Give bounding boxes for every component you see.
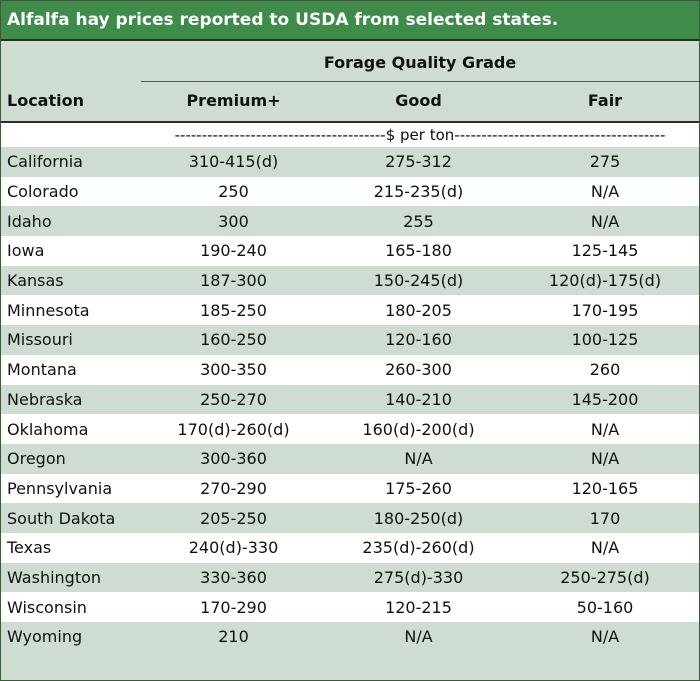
cell-good: 275-312 <box>385 152 452 172</box>
table-row: California 310-415(d) 275-312 275 <box>1 147 699 177</box>
table-row: Washington 330-360 275(d)-330 250-275(d) <box>1 562 699 593</box>
table-row: Colorado 250 215-235(d) N/A <box>1 176 699 207</box>
cell-fair: N/A <box>590 538 620 558</box>
table-row: Iowa 190-240 165-180 125-145 <box>1 236 699 266</box>
cell-location: Oregon <box>7 449 66 469</box>
cell-premium: 187-300 <box>200 271 267 291</box>
group-divider <box>141 81 699 82</box>
cell-location: South Dakota <box>7 508 116 528</box>
table-row: Idaho 300 255 N/A <box>1 206 699 237</box>
cell-location: Texas <box>7 538 52 558</box>
cell-premium: 205-250 <box>200 508 267 528</box>
cell-location: Idaho <box>7 211 52 231</box>
column-header-good: Good <box>395 91 442 110</box>
cell-good: 235(d)-260(d) <box>362 538 475 558</box>
cell-good: 140-210 <box>385 389 452 409</box>
column-header-location: Location <box>7 91 84 110</box>
cell-fair: 170-195 <box>571 300 639 320</box>
cell-fair: N/A <box>590 211 620 231</box>
cell-premium: 330-360 <box>200 567 267 587</box>
table-row: Pennsylvania 270-290 175-260 120-165 <box>1 473 699 504</box>
cell-location: Iowa <box>7 241 45 261</box>
cell-location: California <box>7 152 83 172</box>
cell-location: Missouri <box>7 330 73 350</box>
cell-premium: 160-250 <box>200 330 267 350</box>
cell-premium: 250 <box>218 182 249 202</box>
cell-fair: 260 <box>589 360 621 380</box>
cell-good: 120-215 <box>385 597 452 617</box>
cell-location: Wisconsin <box>7 597 87 617</box>
table-row: Wisconsin 170-290 120-215 50-160 <box>1 592 699 622</box>
column-header-premium: Premium+ <box>186 91 281 110</box>
table-row: Missouri 160-250 120-160 100-125 <box>1 325 699 355</box>
cell-location: Colorado <box>7 182 79 202</box>
cell-location: Nebraska <box>7 389 83 409</box>
cell-premium: 310-415(d) <box>188 152 279 172</box>
cell-good: N/A <box>404 449 433 469</box>
cell-premium: 185-250 <box>200 300 267 320</box>
cell-fair: N/A <box>590 419 620 439</box>
cell-premium: 300 <box>218 211 249 231</box>
cell-fair: 120(d)-175(d) <box>548 271 662 291</box>
cell-good: 215-235(d) <box>373 182 464 202</box>
cell-premium: 270-290 <box>200 478 267 498</box>
cell-fair: 125-145 <box>571 241 639 261</box>
table-body: California 310-415(d) 275-312 275 Colorado 25… <box>1 147 699 652</box>
cell-location: Washington <box>7 567 102 587</box>
cell-location: Oklahoma <box>7 419 89 439</box>
cell-fair: 145-200 <box>571 389 639 409</box>
cell-location: Kansas <box>7 271 64 291</box>
cell-good: 160(d)-200(d) <box>362 419 475 439</box>
cell-fair: 275 <box>589 152 621 172</box>
cell-good: 165-180 <box>385 241 452 261</box>
cell-location: Montana <box>7 360 77 380</box>
group-header: Forage Quality Grade <box>323 53 517 72</box>
cell-premium: 250-270 <box>200 389 267 409</box>
cell-good: 120-160 <box>385 330 452 350</box>
cell-good: 150-245(d) <box>373 271 464 291</box>
cell-fair: 100-125 <box>571 330 639 350</box>
cell-fair: 50-160 <box>576 597 634 617</box>
cell-premium: 240(d)-330 <box>188 538 279 558</box>
cell-location: Wyoming <box>7 627 83 647</box>
cell-fair: N/A <box>590 627 620 647</box>
cell-fair: N/A <box>590 182 620 202</box>
cell-good: N/A <box>404 627 433 647</box>
table-header: Forage Quality Grade Location Premium+ G… <box>1 41 699 123</box>
table-row: Oregon 300-360 N/A N/A <box>1 443 699 474</box>
table-row: Texas 240(d)-330 235(d)-260(d) N/A <box>1 532 699 563</box>
table-row: Minnesota 185-250 180-205 170-195 <box>1 295 699 326</box>
cell-location: Pennsylvania <box>7 478 113 498</box>
table-row: Wyoming 210 N/A N/A <box>1 622 699 652</box>
cell-premium: 300-360 <box>200 449 267 469</box>
table-row: Kansas 187-300 150-245(d) 120(d)-175(d) <box>1 265 699 296</box>
table-row: Nebraska 250-270 140-210 145-200 <box>1 384 699 415</box>
column-header-fair: Fair <box>587 91 623 110</box>
table-row: Montana 300-350 260-300 260 <box>1 354 699 385</box>
cell-premium: 300-350 <box>200 360 267 380</box>
cell-good: 260-300 <box>385 360 452 380</box>
cell-premium: 210 <box>218 627 249 647</box>
cell-fair: 250-275(d) <box>560 567 650 587</box>
cell-location: Minnesota <box>7 300 90 320</box>
cell-good: 275(d)-330 <box>373 567 464 587</box>
cell-fair: N/A <box>590 449 620 469</box>
cell-good: 175-260 <box>385 478 452 498</box>
cell-premium: 190-240 <box>200 241 267 261</box>
cell-premium: 170(d)-260(d) <box>177 419 290 439</box>
table-row: South Dakota 205-250 180-250(d) 170 <box>1 503 699 533</box>
cell-fair: 120-165 <box>571 478 639 498</box>
cell-premium: 170-290 <box>200 597 267 617</box>
cell-fair: 170 <box>589 508 621 528</box>
cell-good: 255 <box>403 211 434 231</box>
cell-good: 180-250(d) <box>373 508 464 528</box>
table-row: Oklahoma 170(d)-260(d) 160(d)-200(d) N/A <box>1 414 699 444</box>
cell-good: 180-205 <box>385 300 452 320</box>
table-title: Alfalfa hay prices reported to USDA from… <box>1 1 699 41</box>
unit-row: ---------------------------------------$… <box>1 123 699 147</box>
